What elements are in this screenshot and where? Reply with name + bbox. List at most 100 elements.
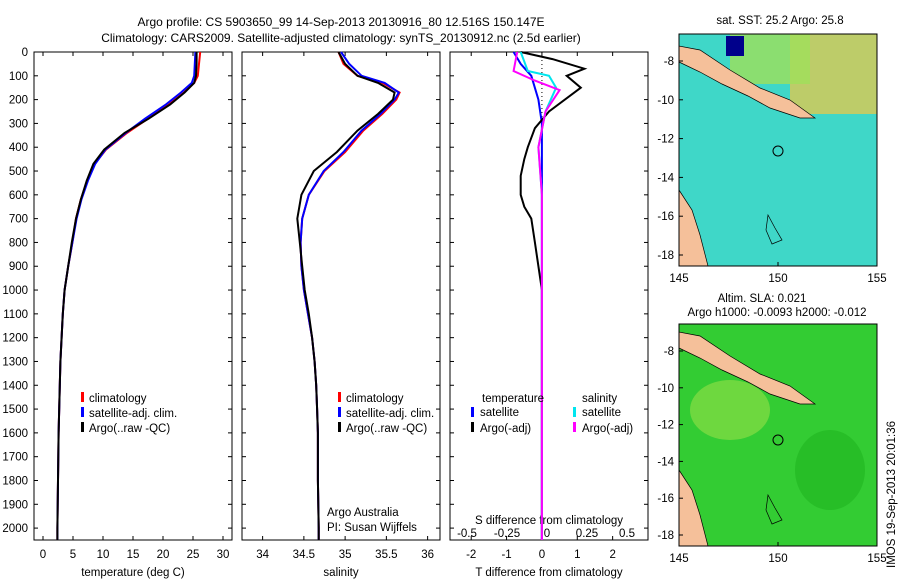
attribution-pi: PI: Susan Wijffels [327,522,417,534]
legend-sal-satellite-label: satellite [582,407,621,419]
panel-3: -2 -1 0 1 2 T difference from climatology -0.5… [457,51,635,579]
figure-title-line1: Argo profile: CS 5903650_99 14-Sep-2013 … [138,15,545,29]
depth-tick-label: 1300 [2,356,28,368]
depth-tick-label: 1000 [2,285,28,297]
difference-legend: temperature salinity satellite Argo(-adj… [471,393,633,435]
salinity-panel-frame [241,51,441,541]
legend-climatology-label: climatology [346,393,404,405]
temperature-legend: climatology satellite-adj. clim. Argo(..… [81,392,177,435]
legend-climatology-swatch [81,392,84,402]
depth-tick-label: 100 [9,71,28,83]
depth-tick-label: 800 [9,237,28,249]
legend-sal-argo-label: Argo(-adj) [582,423,633,435]
depth-tick-label: 1700 [2,452,28,464]
x-tick-label: 5 [70,549,76,561]
x-tick-label: 20 [157,549,170,561]
depth-tick-label: 1500 [2,404,28,416]
x2-tick-label: -0.25 [494,528,520,540]
sla-map: Altim. SLA: 0.021 Argo h1000: -0.0093 h2… [657,293,886,565]
lat-tick-label: -12 [657,134,674,146]
lon-tick-label: 145 [669,553,688,565]
legend-argo-label: Argo(..raw -QC) [89,423,170,435]
legend-argo-swatch [338,422,341,432]
legend-sal-satellite-swatch [573,407,576,417]
legend-satellite-label: satellite-adj. clim. [89,408,177,420]
x2-tick-label: 0.25 [576,528,598,540]
lat-tick-label: -16 [657,211,674,223]
legend-satellite-label: satellite-adj. clim. [346,408,434,420]
x-tick-label: 25 [187,549,200,561]
legend-argo-swatch [81,422,84,432]
legend-temp-satellite-swatch [471,407,474,417]
depth-tick-label: 500 [9,166,28,178]
x-tick-label: 35 [339,549,352,561]
depth-tick-label: 1800 [2,475,28,487]
series-line [519,51,588,540]
difference-panel-frame [449,51,649,541]
legend-temp-satellite-label: satellite [480,407,519,419]
x-tick-label: -1 [501,549,511,561]
imos-timestamp: IMOS 19-Sep-2013 20:01:36 [886,421,898,568]
x-tick-label: 34.5 [293,549,315,561]
lat-tick-label: -8 [664,346,674,358]
depth-tick-label: 1100 [3,309,28,321]
x2-tick-label: -0.5 [457,528,477,540]
sla-map-title2: Argo h1000: -0.0093 h2000: -0.012 [687,307,866,319]
lat-tick-label: -18 [657,250,674,262]
sst-map-title: sat. SST: 25.2 Argo: 25.8 [716,15,843,27]
sst-reef-outline [765,213,783,245]
x-axis-label: temperature (deg C) [81,567,185,579]
sla-high-patch [690,380,770,440]
sst-map: sat. SST: 25.2 Argo: 25.8 -8 -10 -12 -14 -16… [657,15,886,285]
depth-tick-label: 900 [9,261,28,273]
series-line [56,52,198,540]
x-axis-label: T difference from climatology [475,567,622,579]
lat-tick-label: -10 [657,383,674,395]
depth-tick-label: 700 [9,214,28,226]
sla-map-title1: Altim. SLA: 0.021 [718,293,807,305]
panel-2: 34 34.5 35 35.5 36 salinity [256,51,434,579]
legend-satellite-swatch [338,407,341,417]
sst-cloud-patch [726,36,744,56]
legend-satellite-swatch [81,407,84,417]
temperature-panel-frame [33,51,233,541]
x-tick-label: 36 [421,549,434,561]
series-line [512,51,562,540]
x-axis-label: salinity [323,567,358,579]
legend-temp-argo-label: Argo(-adj) [480,423,531,435]
x2-tick-label: 0.5 [619,528,635,540]
attribution-org: Argo Australia [327,507,399,519]
x-tick-label: 34 [256,549,269,561]
lat-tick-label: -14 [657,172,674,184]
lat-tick-label: -18 [657,530,674,542]
series-line [296,51,396,540]
lat-tick-label: -12 [657,420,674,432]
x2-axis-label: S difference from climatology [475,515,623,527]
lon-tick-label: 145 [669,273,688,285]
depth-axis: 0 100 200 300 400 500 600 700 800 900 1000 1100 1200… [2,47,648,535]
depth-tick-label: 0 [22,47,28,59]
sla-land-north [678,331,817,405]
legend-temp-argo-swatch [471,422,474,432]
legend-argo-label: Argo(..raw -QC) [346,423,427,435]
sst-land-north [678,45,817,119]
depth-tick-label: 1600 [2,428,28,440]
lon-tick-label: 150 [768,553,787,565]
depth-tick-label: 1200 [2,333,28,345]
lon-tick-label: 155 [867,553,886,565]
depth-tick-label: 2000 [2,523,28,535]
x-tick-label: 10 [97,549,110,561]
salinity-legend: climatology satellite-adj. clim. Argo(..… [327,392,434,534]
depth-tick-label: 300 [9,118,28,130]
legend-climatology-label: climatology [89,393,147,405]
lon-tick-label: 150 [768,273,787,285]
lat-tick-label: -14 [657,456,674,468]
x2-tick-label: 0 [544,528,550,540]
depth-tick-label: 600 [9,190,28,202]
lon-tick-label: 155 [867,273,886,285]
depth-tick-label: 200 [9,95,28,107]
figure-title-line2: Climatology: CARS2009. Satellite-adjuste… [101,31,581,45]
x-tick-label: -2 [466,549,476,561]
sst-float-marker [772,145,784,157]
